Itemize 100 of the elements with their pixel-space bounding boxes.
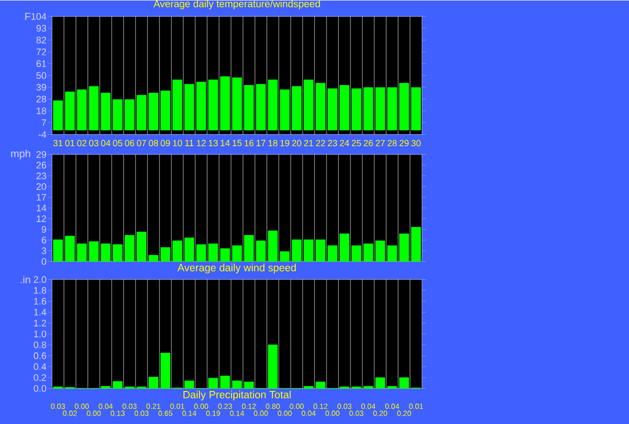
y-tick-label: 0.4 [34, 363, 46, 370]
bar [280, 251, 290, 262]
y-tick-label: 7 [42, 119, 46, 126]
chart-title: Average daily temperature/windspeed [153, 0, 320, 10]
x-tick-label: 13 [208, 140, 218, 146]
bar [53, 100, 63, 130]
y-tick-label: 6 [42, 236, 46, 244]
bar [76, 89, 87, 130]
bar [220, 376, 230, 388]
x-tick-label: 24 [340, 140, 350, 146]
bar [268, 79, 278, 130]
y-tick-label: 23 [36, 172, 46, 179]
bar [220, 248, 230, 262]
bar [411, 87, 421, 130]
x-tick-label: 16 [244, 140, 254, 146]
bar [316, 382, 326, 388]
bar [399, 233, 409, 262]
x-tick-label: 08 [148, 140, 158, 146]
bar [208, 378, 218, 388]
x-tick-label: 20 [292, 140, 302, 146]
x-axis-title: Daily Precipitation Total [184, 390, 291, 400]
y-tick-label: 26 [36, 162, 46, 168]
bar [196, 244, 206, 262]
bar [184, 84, 194, 130]
y-tick-label: 72 [36, 48, 46, 55]
y-axis-title: .in [20, 275, 30, 284]
bar [244, 84, 254, 130]
bar [232, 77, 242, 130]
y-tick-label: 3 [42, 247, 46, 254]
bar [220, 76, 230, 130]
bar [340, 233, 350, 262]
y-tick-label: 0.0 [34, 384, 46, 392]
x-tick-label: 03 [89, 140, 98, 146]
x-tick-label: 26 [364, 140, 373, 146]
x-tick-label: 10 [173, 140, 182, 146]
bar [208, 243, 218, 262]
y-tick-label: 39 [36, 84, 46, 90]
bar [100, 386, 111, 388]
x-tick-label: 22 [316, 140, 326, 146]
bar [65, 236, 75, 262]
bar [399, 82, 409, 130]
bar [387, 245, 398, 262]
y-tick-label: 1.2 [34, 320, 46, 326]
bar [208, 79, 218, 130]
bar [340, 84, 350, 130]
y-tick-label: 1.8 [34, 286, 46, 294]
y-tick-label: 12 [36, 215, 46, 222]
bar [268, 230, 278, 262]
bar [160, 247, 170, 262]
y-tick-label: 20 [36, 182, 46, 190]
y-axis-title: mph [11, 149, 30, 160]
y-tick-label: -4 [38, 130, 46, 138]
bar [244, 234, 254, 262]
bar [148, 376, 158, 388]
bar [112, 99, 123, 130]
bar [76, 243, 87, 262]
bar [399, 377, 409, 388]
bar [292, 86, 302, 130]
x-axis-title: Average daily wind speed [178, 263, 296, 274]
bar [136, 232, 146, 262]
bar [112, 244, 123, 262]
x-tick-label: 31 [53, 140, 63, 146]
y-tick-label: 29 [36, 150, 46, 158]
y-tick-label: 0.6 [34, 352, 46, 359]
x-tick-label: 11 [185, 140, 194, 146]
bar [328, 245, 338, 262]
bar [316, 82, 326, 130]
y-tick-label: 1.4 [34, 308, 46, 316]
y-tick-label: 0 [42, 258, 46, 265]
bar [65, 91, 75, 130]
bar [304, 79, 314, 130]
x-tick-label: 19 [280, 140, 290, 146]
y-tick-label: 61 [36, 60, 46, 67]
y-tick-label: 0.2 [34, 374, 46, 381]
x-tick-label: 27 [376, 140, 385, 146]
y-tick-label: 28 [36, 95, 46, 102]
bar [124, 99, 134, 130]
bar [304, 239, 314, 262]
bar [160, 352, 170, 388]
y-tick-label: 0.8 [34, 341, 46, 348]
x-tick-label: 04 [101, 140, 110, 146]
bar [352, 245, 362, 262]
y-tick-label: 18 [36, 107, 46, 114]
y-axis-title: F [25, 12, 30, 20]
bar [148, 92, 158, 130]
bar [256, 240, 266, 262]
x-tick-label: 21 [304, 140, 314, 146]
x-tick-label: 14 [220, 140, 230, 146]
x-tick-label: 30 [411, 140, 421, 146]
bar [411, 226, 421, 262]
y-tick-label: 14 [36, 204, 46, 211]
bar [387, 386, 398, 388]
y-tick-label: 50 [36, 72, 46, 79]
x-tick-label: 09 [160, 140, 170, 146]
bar [184, 380, 194, 388]
bar [136, 94, 146, 130]
bar [232, 245, 242, 262]
y-tick-label: 1.0 [34, 330, 46, 338]
y-tick-label: 104 [31, 12, 46, 20]
x-tick-label: 02 [77, 140, 86, 146]
